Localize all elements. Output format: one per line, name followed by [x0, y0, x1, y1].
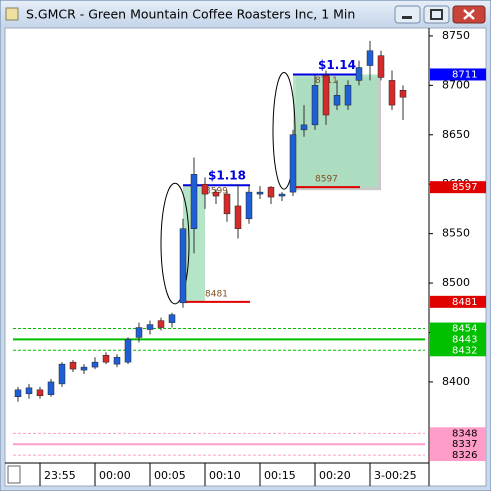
candle-body [168, 314, 176, 323]
price-box-label: 8337 [452, 439, 477, 450]
price-box [430, 449, 486, 462]
candle-body [245, 191, 253, 220]
corner-box[interactable] [7, 465, 21, 484]
price-box [430, 68, 486, 81]
exit-label: 8599 [205, 187, 228, 197]
candle-body [102, 354, 110, 363]
profit-label: $1.18 [208, 169, 246, 183]
price-box [430, 427, 486, 440]
price-box-label: 8443 [452, 334, 477, 345]
candle-body [47, 381, 55, 396]
candle-body [58, 363, 66, 385]
candle-body [267, 186, 275, 198]
x-tick-label: 00:10 [209, 469, 241, 482]
y-tick-label: 8550 [442, 227, 470, 240]
y-tick-label: 8650 [442, 128, 470, 141]
trade-zone [293, 74, 378, 188]
price-box [430, 333, 486, 346]
price-box [430, 344, 486, 357]
candle-body [377, 55, 385, 78]
candle-body [135, 327, 143, 338]
candle-body [234, 205, 242, 229]
y-tick-label: 8700 [442, 78, 470, 91]
candle-body [91, 361, 99, 368]
candle-body [201, 183, 209, 195]
candle-body [146, 324, 154, 330]
price-box-label: 8481 [452, 297, 477, 308]
maximize-button[interactable] [423, 5, 450, 24]
price-box-label: 8348 [452, 428, 477, 439]
candle-body [333, 94, 341, 106]
candle-body [355, 67, 363, 81]
profit-label: $1.14 [318, 58, 356, 72]
candle-body [399, 90, 407, 98]
x-tick-label: 00:00 [99, 469, 131, 482]
minimize-button[interactable] [394, 5, 421, 24]
y-tick-label: 8750 [442, 29, 470, 42]
candle-body [388, 80, 396, 106]
price-box-label: 8597 [452, 182, 477, 193]
candle-body [366, 50, 374, 66]
x-tick-label: 3-00:25 [374, 469, 417, 482]
maximize-icon [430, 9, 443, 20]
price-box-label: 8454 [452, 324, 477, 335]
x-tick-label: 00:05 [154, 469, 186, 482]
window-title: S.GMCR - Green Mountain Coffee Roasters … [26, 7, 355, 22]
candle-body [212, 191, 220, 197]
candle-body [322, 75, 330, 116]
app-icon [5, 7, 19, 21]
candle-body [113, 356, 121, 365]
price-box [430, 181, 486, 194]
candle-body [124, 339, 132, 363]
close-icon [463, 9, 475, 20]
y-tick-label: 8400 [442, 375, 470, 388]
price-box-label: 8711 [452, 69, 477, 80]
candle-body [311, 85, 319, 126]
candle-body [157, 320, 165, 328]
entry-label: 8597 [315, 175, 338, 185]
candle-body [14, 389, 22, 398]
candle-body [80, 366, 88, 371]
trade-ellipse [272, 71, 296, 190]
entry-label: 8481 [205, 289, 228, 299]
price-box-label: 8432 [452, 345, 477, 356]
candle-body [289, 134, 297, 193]
candle-body [190, 174, 198, 229]
price-box [430, 322, 486, 335]
candle-body [223, 193, 231, 215]
price-box-label: 8326 [452, 450, 477, 461]
chart-area [4, 27, 487, 487]
candle-body [344, 85, 352, 106]
trade-ellipse [160, 182, 190, 305]
x-tick-label: 23:55 [44, 469, 76, 482]
minimize-icon [402, 16, 412, 19]
candle-body [36, 389, 44, 397]
candle-body [278, 193, 286, 197]
candle-body [69, 361, 77, 370]
x-tick-label: 00:15 [264, 469, 296, 482]
y-tick-label: 8500 [442, 276, 470, 289]
candle-body [300, 124, 308, 131]
price-box [430, 295, 486, 308]
candle-body [179, 228, 187, 304]
x-tick-label: 00:20 [319, 469, 351, 482]
candle-body [256, 191, 264, 195]
candle-body [25, 387, 33, 395]
window-buttons[interactable] [394, 5, 486, 24]
price-box [430, 438, 486, 451]
